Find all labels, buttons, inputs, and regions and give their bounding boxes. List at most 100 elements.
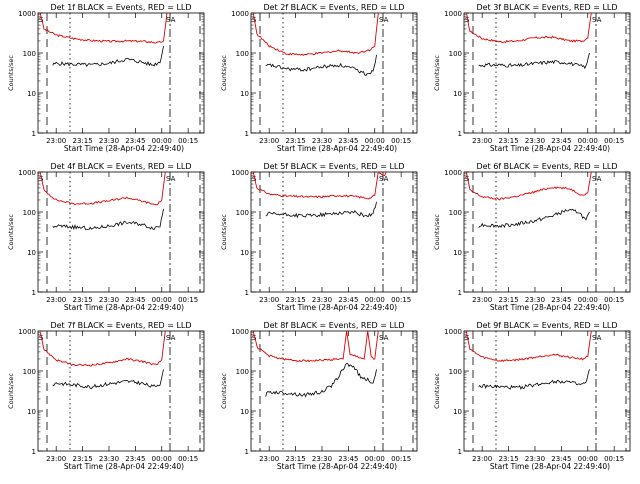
x-tick-label: 00:00 bbox=[152, 296, 172, 304]
y-axis-label: Counts/sec bbox=[7, 214, 15, 250]
y-tick-label: 10 bbox=[240, 249, 249, 257]
x-tick-label: 23:30 bbox=[525, 137, 545, 145]
marker-label: SA bbox=[379, 334, 389, 342]
lld-series-line bbox=[39, 13, 168, 44]
y-tick-label: 10 bbox=[240, 90, 249, 98]
plot-frame bbox=[250, 171, 418, 293]
marker-label: SA bbox=[166, 16, 176, 24]
y-tick-label: 1000 bbox=[444, 169, 462, 177]
x-tick-label: 00:00 bbox=[152, 137, 172, 145]
y-tick-label: 1000 bbox=[18, 328, 36, 336]
panel-title: Det 8f BLACK = Events, RED = LLD bbox=[263, 321, 404, 330]
panel-title: Det 2f BLACK = Events, RED = LLD bbox=[263, 3, 404, 12]
marker-label: SA bbox=[592, 334, 602, 342]
x-tick-label: 23:00 bbox=[46, 455, 66, 463]
x-tick-label: 23:45 bbox=[551, 137, 571, 145]
y-tick-label: 1000 bbox=[444, 328, 462, 336]
panel-title: Det 1f BLACK = Events, RED = LLD bbox=[50, 3, 191, 12]
x-tick-label: 23:45 bbox=[551, 455, 571, 463]
y-tick-label: 1000 bbox=[231, 328, 249, 336]
x-tick-label: 23:45 bbox=[551, 296, 571, 304]
plot-frame bbox=[37, 12, 205, 134]
x-axis-label: Start Time (28-Apr-04 22:49:40) bbox=[64, 144, 184, 153]
panel-title: Det 5f BLACK = Events, RED = LLD bbox=[263, 162, 404, 171]
y-tick-label: 1000 bbox=[18, 10, 36, 18]
x-tick-label: 23:45 bbox=[338, 455, 358, 463]
plot-frame bbox=[250, 330, 418, 452]
x-tick-label: 00:00 bbox=[365, 137, 385, 145]
x-tick-label: 23:30 bbox=[312, 137, 332, 145]
y-tick-label: 100 bbox=[23, 50, 36, 58]
y-tick-label: 10 bbox=[27, 90, 36, 98]
x-axis-label: Start Time (28-Apr-04 22:49:40) bbox=[277, 303, 397, 312]
x-tick-label: 00:15 bbox=[391, 137, 411, 145]
events-series-line bbox=[478, 369, 590, 391]
y-tick-label: 1 bbox=[245, 289, 249, 297]
x-axis-label: Start Time (28-Apr-04 22:49:40) bbox=[490, 462, 610, 471]
x-tick-label: 23:15 bbox=[498, 296, 518, 304]
x-tick-label: 00:00 bbox=[578, 455, 598, 463]
panel-title: Det 6f BLACK = Events, RED = LLD bbox=[476, 162, 617, 171]
panel-title: Det 4f BLACK = Events, RED = LLD bbox=[50, 162, 191, 171]
x-tick-label: 23:30 bbox=[312, 455, 332, 463]
y-tick-label: 1 bbox=[32, 130, 36, 138]
x-tick-label: 23:15 bbox=[285, 455, 305, 463]
lld-series-line bbox=[252, 331, 379, 363]
x-tick-label: 00:15 bbox=[178, 296, 198, 304]
marker-label: SA bbox=[592, 16, 602, 24]
x-axis-label: Start Time (28-Apr-04 22:49:40) bbox=[490, 144, 610, 153]
x-tick-label: 00:00 bbox=[365, 455, 385, 463]
lld-series-line bbox=[39, 331, 166, 367]
y-tick-label: 100 bbox=[449, 209, 462, 217]
events-series-line bbox=[265, 54, 377, 77]
x-tick-label: 23:15 bbox=[72, 296, 92, 304]
y-tick-label: 100 bbox=[236, 50, 249, 58]
x-tick-label: 00:15 bbox=[391, 455, 411, 463]
lld-series-line bbox=[465, 331, 592, 363]
lld-series-line bbox=[465, 172, 592, 201]
x-tick-label: 00:00 bbox=[152, 455, 172, 463]
x-tick-label: 23:00 bbox=[46, 296, 66, 304]
plot-frame bbox=[250, 12, 418, 134]
x-tick-label: 23:15 bbox=[285, 296, 305, 304]
y-tick-label: 100 bbox=[449, 368, 462, 376]
x-tick-label: 23:30 bbox=[525, 455, 545, 463]
panel-title: Det 9f BLACK = Events, RED = LLD bbox=[476, 321, 617, 330]
events-series-line bbox=[265, 362, 377, 398]
y-tick-label: 10 bbox=[27, 249, 36, 257]
y-axis-label: Counts/sec bbox=[220, 55, 228, 91]
x-tick-label: 23:30 bbox=[525, 296, 545, 304]
x-tick-label: 23:00 bbox=[259, 296, 279, 304]
x-tick-label: 00:00 bbox=[578, 137, 598, 145]
events-series-line bbox=[52, 208, 164, 231]
events-series-line bbox=[265, 201, 377, 219]
y-tick-label: 10 bbox=[453, 90, 462, 98]
lld-series-line bbox=[466, 13, 592, 44]
x-axis-label: Start Time (28-Apr-04 22:49:40) bbox=[490, 303, 610, 312]
x-tick-label: 00:15 bbox=[391, 296, 411, 304]
plot-frame bbox=[463, 330, 631, 452]
x-tick-label: 23:45 bbox=[125, 137, 145, 145]
lld-series-line bbox=[252, 172, 388, 200]
x-tick-label: 23:00 bbox=[259, 455, 279, 463]
x-axis-label: Start Time (28-Apr-04 22:49:40) bbox=[64, 462, 184, 471]
events-series-line bbox=[52, 45, 164, 67]
y-tick-label: 1000 bbox=[18, 169, 36, 177]
x-tick-label: 23:15 bbox=[498, 455, 518, 463]
x-tick-label: 23:45 bbox=[125, 296, 145, 304]
y-tick-label: 1 bbox=[245, 130, 249, 138]
plot-frame bbox=[463, 171, 631, 293]
y-tick-label: 100 bbox=[449, 50, 462, 58]
x-tick-label: 00:15 bbox=[604, 296, 624, 304]
plot-frame bbox=[463, 12, 631, 134]
x-tick-label: 23:30 bbox=[99, 455, 119, 463]
plot-frame bbox=[37, 330, 205, 452]
